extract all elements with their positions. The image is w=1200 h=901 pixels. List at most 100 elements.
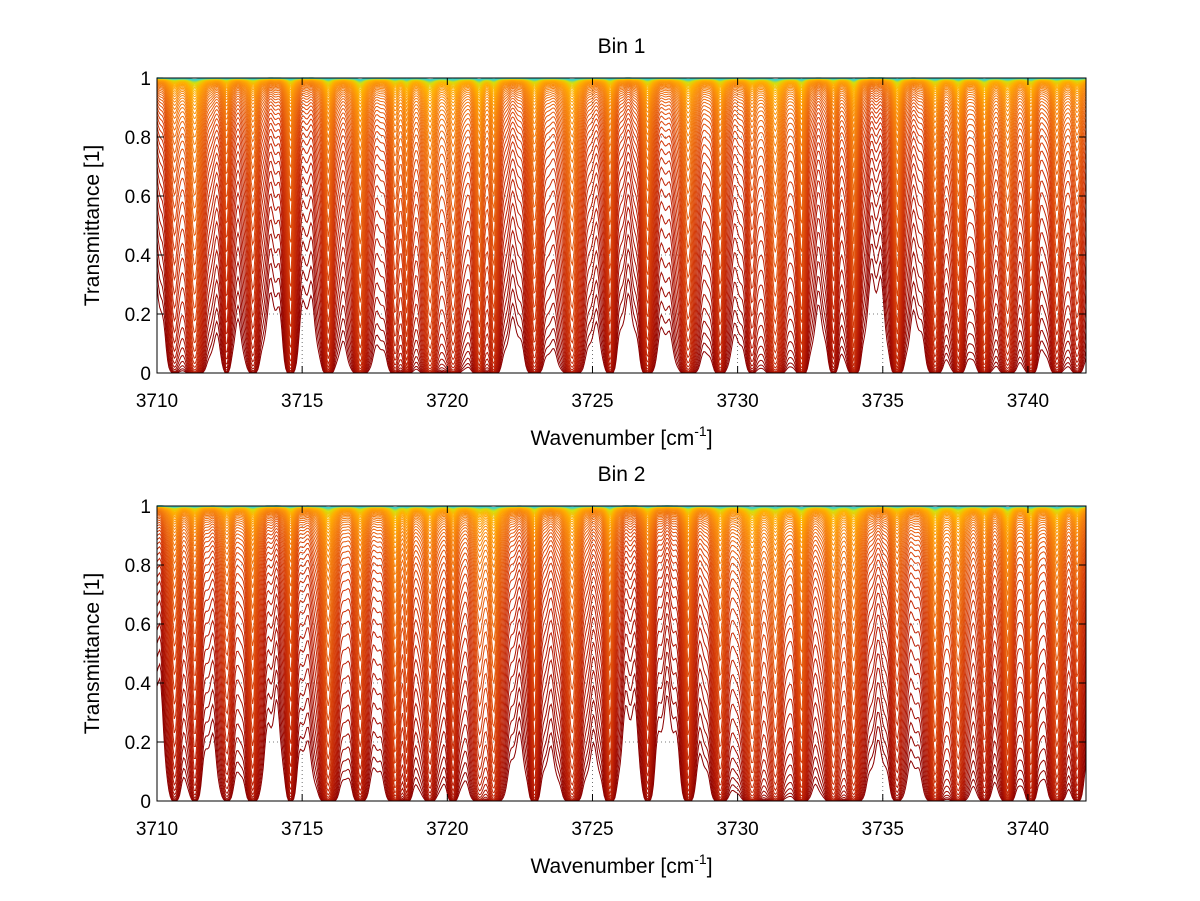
- series-line: [156, 111, 1087, 340]
- series-line: [156, 215, 1087, 374]
- series-line: [156, 87, 1087, 218]
- y-tick-label: 0.8: [125, 556, 151, 577]
- series-line: [156, 85, 1087, 192]
- series-line: [156, 103, 1087, 318]
- y-tick-label: 0.8: [125, 128, 151, 149]
- series-line: [156, 512, 1087, 630]
- series-line: [156, 571, 1087, 801]
- x-tick-label: 3715: [281, 819, 323, 840]
- y-tick-label: 0.2: [125, 733, 151, 754]
- series-line: [156, 89, 1087, 232]
- ticks: 3710 3715 3720 3725 3730 3735 3740 0 0.2 0.4 0.6 0.…: [125, 497, 1086, 840]
- series-line: [156, 167, 1087, 374]
- series-line: [156, 599, 1087, 802]
- series-line: [156, 97, 1087, 290]
- subplot-bin-2: Bin 2 3710 3715 3720 3725 3730 3735 3740 0 0.2 0.…: [81, 463, 1087, 878]
- series-line: [156, 524, 1087, 730]
- series-line: [156, 508, 1087, 556]
- series-line: [156, 515, 1087, 657]
- series-line: [156, 508, 1087, 570]
- series-line: [156, 508, 1087, 563]
- series-line: [156, 86, 1087, 205]
- y-tick-label: 0: [140, 364, 151, 385]
- y-axis-label: Transmittance [1]: [81, 145, 104, 306]
- series-line: [156, 81, 1087, 144]
- series-line: [156, 81, 1087, 136]
- series-line: [156, 533, 1087, 768]
- series-line: [156, 95, 1087, 276]
- y-tick-label: 0: [140, 792, 151, 813]
- ticks: 3710 3715 3720 3725 3730 3735 3740 0 0.2 0.4 0.6 0.…: [125, 69, 1086, 412]
- series-line: [156, 509, 1087, 587]
- series-line: [156, 610, 1087, 802]
- x-tick-label: 3720: [426, 819, 468, 840]
- x-tick-label: 3725: [571, 391, 613, 412]
- series-line: [156, 100, 1087, 304]
- series-line: [156, 229, 1087, 374]
- series-line: [156, 557, 1087, 799]
- series-line: [156, 82, 1087, 160]
- series-line: [156, 521, 1087, 716]
- x-tick-label: 3735: [862, 391, 904, 412]
- series-line: [156, 546, 1087, 790]
- series-line: [156, 82, 1087, 152]
- series-line: [156, 83, 1087, 170]
- series-line: [156, 243, 1087, 374]
- y-tick-label: 0.6: [125, 187, 151, 208]
- series-line: [156, 189, 1087, 374]
- series-line: [156, 84, 1087, 180]
- series-line: [156, 551, 1087, 796]
- y-tick-label: 1: [140, 69, 151, 90]
- series-line: [156, 536, 1087, 777]
- x-tick-label: 3735: [862, 819, 904, 840]
- series-line: [156, 133, 1087, 367]
- series-line: [156, 517, 1087, 686]
- series-line: [156, 140, 1087, 370]
- series-line: [156, 529, 1087, 757]
- series-line: [156, 91, 1087, 246]
- y-tick-label: 0.4: [125, 674, 152, 695]
- x-tick-label: 3740: [1007, 391, 1049, 412]
- x-tick-label: 3730: [716, 391, 758, 412]
- series-line: [156, 121, 1087, 358]
- series-line: [156, 526, 1087, 744]
- series-line: [156, 92, 1087, 261]
- series-line: [156, 116, 1087, 350]
- x-tick-label: 3740: [1007, 819, 1049, 840]
- x-tick-label: 3710: [136, 391, 178, 412]
- series-line: [156, 519, 1087, 701]
- series-line: [156, 148, 1087, 372]
- axes-frame: [156, 505, 1087, 802]
- chart-title: Bin 1: [598, 35, 646, 58]
- series-line: [156, 541, 1087, 784]
- series-line: [156, 564, 1087, 800]
- y-tick-label: 0.4: [125, 246, 152, 267]
- series-line: [156, 127, 1087, 363]
- series-line: [156, 510, 1087, 597]
- series-line: [156, 202, 1087, 374]
- x-tick-label: 3720: [426, 391, 468, 412]
- y-tick-label: 0.6: [125, 615, 151, 636]
- y-tick-label: 0.2: [125, 305, 151, 326]
- series-line: [156, 511, 1087, 619]
- series-line: [156, 511, 1087, 607]
- series-line: [156, 509, 1087, 578]
- y-tick-label: 1: [140, 497, 151, 518]
- axes-frame: [156, 77, 1087, 374]
- series-line: [156, 513, 1087, 644]
- series-line: [156, 178, 1087, 374]
- x-tick-label: 3715: [281, 391, 323, 412]
- x-tick-label: 3730: [716, 819, 758, 840]
- series-line: [156, 107, 1087, 330]
- series-line: [156, 580, 1087, 802]
- series-line: [156, 589, 1087, 802]
- series-line: [156, 516, 1087, 672]
- series-line: [156, 622, 1087, 802]
- series-line: [156, 157, 1087, 373]
- chart-title: Bin 2: [598, 463, 646, 486]
- x-axis-label: Wavenumber [cm-1]: [530, 423, 712, 450]
- y-axis-label: Transmittance [1]: [81, 573, 104, 734]
- subplot-bin-1: Bin 1 3710 3715 3720 3725 3730 3735 3740 0 0.2 0.…: [81, 35, 1087, 450]
- x-tick-label: 3725: [571, 819, 613, 840]
